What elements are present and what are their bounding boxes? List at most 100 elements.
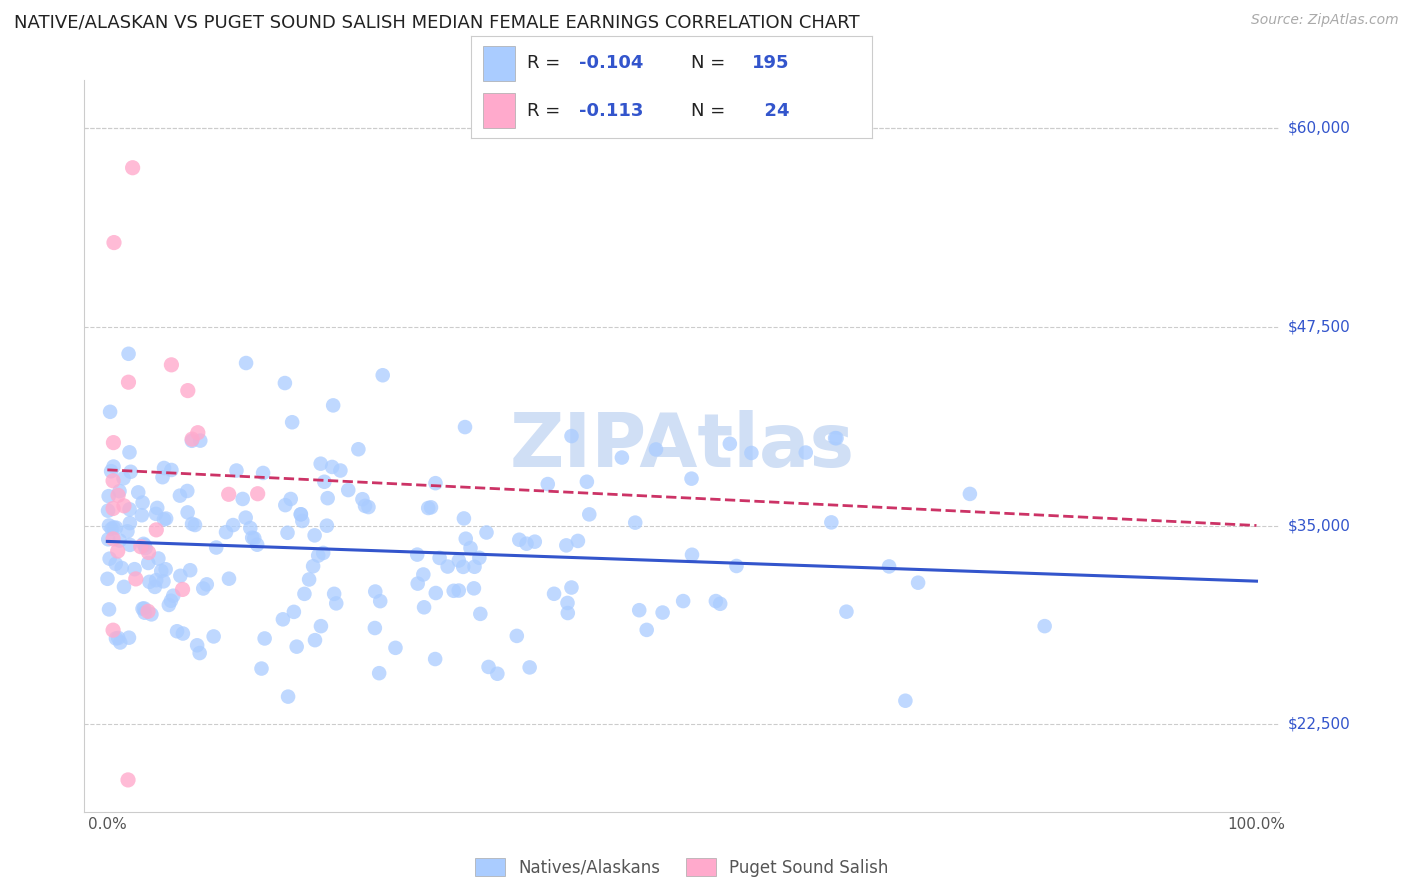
Point [443, 583, 465, 598]
Point [835, 605, 858, 619]
Point [111, 561, 134, 575]
Point [145, 523, 167, 537]
Point [155, 511, 177, 525]
Point [218, 487, 240, 501]
Point [118, 445, 141, 459]
Point [357, 500, 380, 514]
Point [610, 450, 633, 465]
Point [740, 446, 762, 460]
Point [384, 640, 406, 655]
Point [285, 640, 308, 654]
Point [215, 525, 238, 540]
Point [160, 593, 183, 607]
Point [118, 631, 141, 645]
Point [97, 533, 120, 547]
Point [108, 533, 131, 548]
Point [628, 603, 651, 617]
Point [96, 572, 118, 586]
Point [557, 596, 579, 610]
Point [304, 528, 326, 542]
Point [129, 540, 152, 554]
Point [636, 623, 658, 637]
Bar [484, 45, 515, 81]
Point [436, 559, 458, 574]
Point [101, 501, 124, 516]
Point [309, 457, 332, 471]
Point [118, 538, 141, 552]
Point [104, 632, 127, 646]
Point [877, 559, 900, 574]
Point [104, 557, 127, 571]
Point [560, 581, 582, 595]
Point [447, 583, 470, 598]
Point [160, 358, 183, 372]
Point [276, 525, 298, 540]
Point [364, 621, 387, 635]
Point [460, 541, 482, 555]
Text: 195: 195 [752, 54, 789, 72]
Point [205, 541, 228, 555]
Point [423, 652, 446, 666]
Point [118, 502, 141, 516]
Point [155, 562, 177, 576]
Point [176, 505, 198, 519]
Point [188, 434, 211, 448]
Point [225, 463, 247, 477]
Point [176, 483, 198, 498]
Point [454, 420, 477, 434]
Point [704, 594, 727, 608]
Point [202, 629, 225, 643]
Point [312, 546, 335, 560]
Point [166, 624, 188, 639]
Point [162, 589, 184, 603]
Point [420, 500, 443, 515]
Point [181, 432, 204, 446]
Point [725, 559, 748, 574]
Point [222, 518, 245, 533]
Point [645, 442, 668, 457]
Text: N =: N = [692, 102, 731, 120]
Point [169, 489, 191, 503]
Point [523, 534, 546, 549]
Text: ZIPAtlas: ZIPAtlas [509, 409, 855, 483]
Point [321, 459, 343, 474]
Point [98, 602, 121, 616]
Point [824, 431, 846, 445]
Text: 24: 24 [752, 102, 789, 120]
Point [280, 491, 302, 506]
Point [368, 594, 391, 608]
Point [672, 594, 695, 608]
Point [145, 507, 167, 521]
Point [506, 629, 529, 643]
Point [453, 511, 475, 525]
Point [105, 521, 128, 535]
Point [100, 522, 122, 536]
Point [146, 500, 169, 515]
Point [451, 560, 474, 574]
Point [157, 598, 180, 612]
Text: N =: N = [692, 54, 731, 72]
Point [110, 635, 132, 649]
Point [121, 161, 143, 175]
Point [252, 466, 274, 480]
Point [243, 531, 266, 545]
Point [160, 463, 183, 477]
Point [148, 551, 170, 566]
Text: NATIVE/ALASKAN VS PUGET SOUND SALISH MEDIAN FEMALE EARNINGS CORRELATION CHART: NATIVE/ALASKAN VS PUGET SOUND SALISH MED… [14, 13, 859, 31]
Point [681, 548, 703, 562]
Point [232, 491, 254, 506]
Point [141, 607, 163, 622]
Point [486, 666, 509, 681]
Point [117, 375, 139, 389]
Point [136, 556, 159, 570]
Point [277, 690, 299, 704]
Point [117, 347, 139, 361]
Point [315, 518, 337, 533]
Point [193, 582, 215, 596]
Point [235, 356, 257, 370]
Point [274, 498, 297, 512]
Point [425, 586, 447, 600]
Point [186, 638, 208, 652]
Point [117, 772, 139, 787]
Point [103, 459, 125, 474]
